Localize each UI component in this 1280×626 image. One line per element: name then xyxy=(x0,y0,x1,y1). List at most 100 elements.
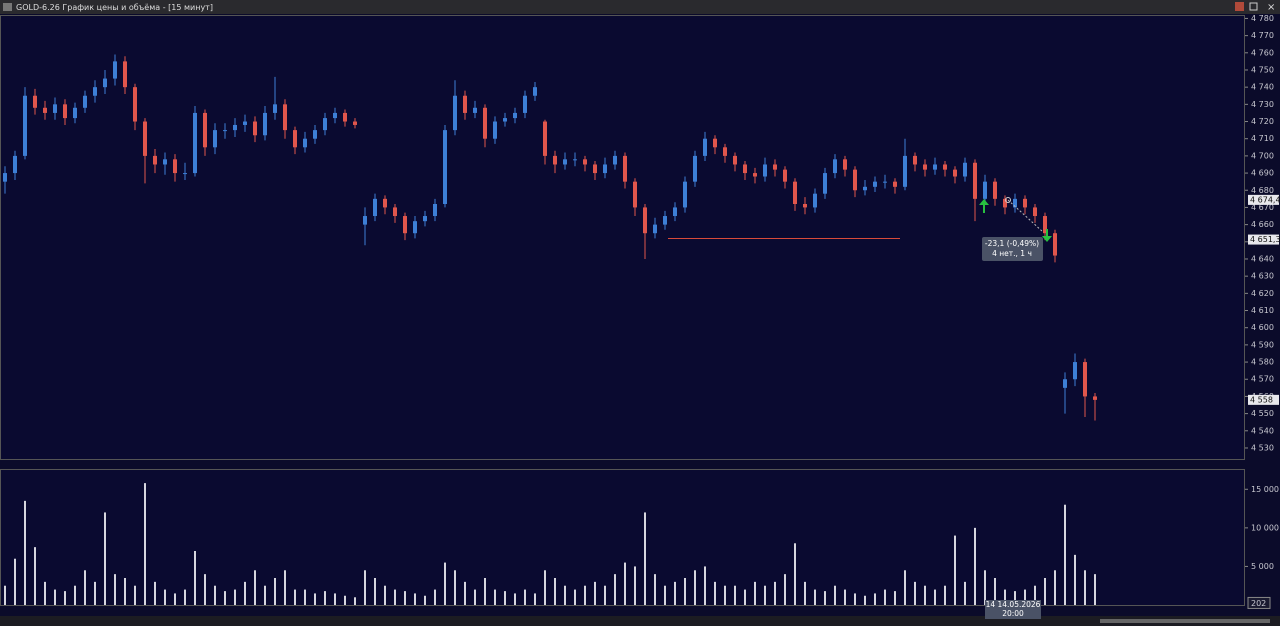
volume-tick-label: 15 000 xyxy=(1251,485,1279,494)
volume-badge xyxy=(1247,596,1271,609)
volume-bar xyxy=(924,585,926,605)
volume-bar xyxy=(14,558,16,605)
candle-body xyxy=(833,159,837,174)
tooltip-change: -23,1 (-0,49%) xyxy=(985,239,1039,248)
volume-bar xyxy=(154,581,156,605)
volume-tick-label: 5 000 xyxy=(1251,562,1274,571)
candle-body xyxy=(123,61,127,88)
volume-bar xyxy=(544,570,546,605)
candle-body xyxy=(883,181,887,183)
volume-bar xyxy=(494,589,496,605)
candle-body xyxy=(733,155,737,165)
volume-bar xyxy=(744,589,746,605)
volume-bar xyxy=(324,591,326,605)
volume-bar xyxy=(674,581,676,605)
y-tick-label: 4 540 xyxy=(1251,426,1274,435)
candle-body xyxy=(893,181,897,187)
y-tick-label: 4 750 xyxy=(1251,65,1274,74)
volume-bar xyxy=(944,585,946,605)
volume-bar xyxy=(134,585,136,605)
y-tick-label: 4 550 xyxy=(1251,409,1274,418)
window-icon xyxy=(3,3,12,11)
candle-body xyxy=(603,164,607,174)
volume-bar xyxy=(1074,554,1076,605)
candle-body xyxy=(593,164,597,174)
candle-body xyxy=(673,207,677,217)
candle-body xyxy=(813,193,817,208)
candle-body xyxy=(663,216,667,225)
candle-body xyxy=(523,95,527,113)
volume-bar xyxy=(394,589,396,605)
volume-bar xyxy=(184,589,186,605)
volume-bar xyxy=(764,585,766,605)
volume-bar xyxy=(564,585,566,605)
volume-bar xyxy=(754,581,756,605)
volume-bar xyxy=(574,589,576,605)
crosshair-time: 20:00 xyxy=(1002,609,1024,618)
candle-body xyxy=(493,121,497,139)
candle-body xyxy=(393,207,397,217)
volume-bar xyxy=(844,589,846,605)
candle-body xyxy=(533,87,537,96)
candle-body xyxy=(43,107,47,113)
volume-bar xyxy=(1004,589,1006,605)
y-tick-label: 4 570 xyxy=(1251,375,1274,384)
candle-body xyxy=(853,169,857,191)
tool-icon[interactable] xyxy=(1235,2,1244,11)
candle-body xyxy=(173,159,177,174)
crosshair-date-box xyxy=(985,600,1041,619)
close-button[interactable]: × xyxy=(1267,2,1275,13)
volume-bar xyxy=(874,593,876,605)
volume-bar xyxy=(434,589,436,605)
y-tick-label: 4 660 xyxy=(1251,220,1274,229)
y-tick-label: 4 740 xyxy=(1251,83,1274,92)
volume-bar xyxy=(554,578,556,605)
candle-body xyxy=(713,138,717,148)
candle-body xyxy=(743,164,747,174)
candle-body xyxy=(223,130,227,132)
volume-bar xyxy=(344,595,346,605)
candle-body xyxy=(273,104,277,113)
price-badge-label: 4 651,3 xyxy=(1250,235,1280,244)
y-tick-label: 4 530 xyxy=(1251,443,1274,452)
y-tick-label: 4 590 xyxy=(1251,340,1274,349)
volume-bar xyxy=(534,593,536,605)
restore-button[interactable] xyxy=(1249,2,1258,11)
volume-bar xyxy=(664,585,666,605)
title-bar xyxy=(0,0,1280,14)
volume-bar xyxy=(1084,570,1086,605)
volume-bar xyxy=(194,551,196,605)
volume-bar xyxy=(74,585,76,605)
volume-bar xyxy=(1064,504,1066,605)
scroll-thumb[interactable] xyxy=(1100,619,1270,623)
candle-body xyxy=(153,155,157,165)
candle-body xyxy=(693,155,697,182)
volume-bar xyxy=(84,570,86,605)
candle-body xyxy=(723,147,727,156)
scrollbar[interactable] xyxy=(0,616,1280,626)
candle-body xyxy=(183,173,187,175)
volume-bar xyxy=(1034,585,1036,605)
volume-bar xyxy=(804,581,806,605)
candle-body xyxy=(443,130,447,204)
candle-body xyxy=(243,121,247,125)
candle-body xyxy=(933,164,937,170)
volume-bar xyxy=(334,593,336,605)
volume-bar xyxy=(224,591,226,605)
volume-bar xyxy=(24,500,26,605)
candle-body xyxy=(93,87,97,96)
candle-body xyxy=(973,162,977,199)
candle-body xyxy=(513,112,517,119)
y-tick-label: 4 700 xyxy=(1251,151,1274,160)
candle-body xyxy=(623,155,627,182)
volume-bar xyxy=(814,589,816,605)
candle-body xyxy=(73,107,77,119)
candle-body xyxy=(1043,216,1047,234)
candle-body xyxy=(343,112,347,122)
candle-body xyxy=(1003,198,1007,208)
candle-body xyxy=(543,121,547,156)
volume-bar xyxy=(404,591,406,605)
volume-bar xyxy=(934,589,936,605)
volume-bar xyxy=(384,585,386,605)
price-badge xyxy=(1248,394,1279,405)
